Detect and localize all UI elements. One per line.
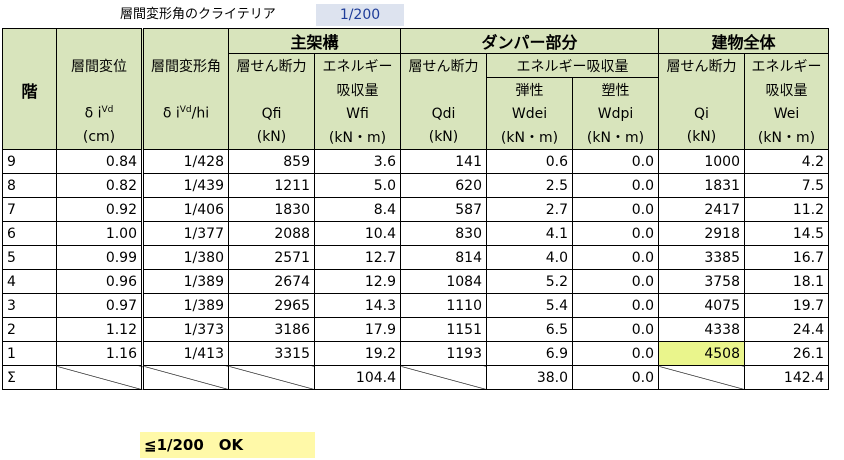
wei-header-line2: 吸収量: [744, 77, 829, 102]
criteria-value: 1/200: [316, 4, 404, 26]
total-wdpi: 0.0: [572, 365, 659, 390]
table-row: 4 0.96 1/389 2674 12.9 1084 5.2 0.0 3758 18.1: [2, 269, 829, 294]
diagonal-cell: [658, 365, 745, 390]
diagonal-cell: [56, 365, 143, 390]
elastic-header: 弾性: [486, 77, 573, 102]
ok-note: ≦1/200 OK: [140, 432, 315, 458]
wfi-header: エネルギー: [314, 53, 401, 78]
qdi-unit: (kN): [400, 125, 487, 150]
qi-symbol: Qi: [658, 101, 745, 126]
table-row: 1 1.16 1/413 3315 19.2 1193 6.9 0.0 4508 26.1: [2, 341, 829, 366]
total-row: Σ 104.4 38.0 0.0 142.4: [2, 365, 829, 390]
sigma-label: Σ: [2, 365, 57, 390]
drift-unit: (cm): [56, 125, 143, 150]
qfi-header: 層せん断力: [228, 53, 315, 78]
story-drift-table: 主架構 ダンパー部分 建物全体 層間変位 層間変形角 層せん断力 エネルギー 層…: [2, 28, 829, 390]
table-row: 9 0.84 1/428 859 3.6 141 0.6 0.0 1000 4.2: [2, 149, 829, 174]
qi-header: 層せん断力: [658, 53, 745, 78]
main-frame-header: 主架構: [228, 28, 401, 54]
wei-header: エネルギー: [744, 53, 829, 78]
wei-symbol: Wei: [744, 101, 829, 126]
qi-unit: (kN): [658, 125, 745, 150]
highlighted-cell: 4508: [658, 341, 745, 366]
drift-header: 層間変位: [56, 53, 143, 78]
drift-symbol: δ iVd: [56, 101, 143, 126]
wdei-symbol: Wdei: [486, 101, 573, 126]
table-row: 2 1.12 1/373 3186 17.9 1151 6.5 0.0 4338 24.4: [2, 317, 829, 342]
table-row: 6 1.00 1/377 2088 10.4 830 4.1 0.0 2918 14.5: [2, 221, 829, 246]
wdpi-unit: (kN・m): [572, 125, 659, 150]
angle-header: 層間変形角: [141, 53, 229, 78]
total-wei: 142.4: [744, 365, 829, 390]
angle-symbol: δ iVd/hi: [141, 101, 229, 126]
wfi-header-line2: 吸収量: [314, 77, 401, 102]
building-header: 建物全体: [658, 28, 829, 54]
total-wfi: 104.4: [314, 365, 401, 390]
wdpi-symbol: Wdpi: [572, 101, 659, 126]
qfi-symbol: Qfi: [228, 101, 315, 126]
damper-header: ダンパー部分: [400, 28, 659, 54]
table-row: 3 0.97 1/389 2965 14.3 1110 5.4 0.0 4075 19.7: [2, 293, 829, 318]
damper-energy-header: エネルギー吸収量: [486, 53, 659, 78]
wei-unit: (kN・m): [744, 125, 829, 150]
diagonal-cell: [400, 365, 487, 390]
table-row: 5 0.99 1/380 2571 12.7 814 4.0 0.0 3385 16.7: [2, 245, 829, 270]
table-row: 7 0.92 1/406 1830 8.4 587 2.7 0.0 2417 11.2: [2, 197, 829, 222]
qdi-symbol: Qdi: [400, 101, 487, 126]
qdi-header: 層せん断力: [400, 53, 487, 78]
table-row: 8 0.82 1/439 1211 5.0 620 2.5 0.0 1831 7.5: [2, 173, 829, 198]
qfi-unit: (kN): [228, 125, 315, 150]
floor-header: 階: [2, 77, 57, 102]
total-wdei: 38.0: [486, 365, 573, 390]
criteria-label: 層間変形角のクライテリア: [120, 7, 276, 22]
wdei-unit: (kN・m): [486, 125, 573, 150]
diagonal-cell: [141, 365, 229, 390]
plastic-header: 塑性: [572, 77, 659, 102]
wfi-symbol: Wfi: [314, 101, 401, 126]
wfi-unit: (kN・m): [314, 125, 401, 150]
diagonal-cell: [228, 365, 315, 390]
